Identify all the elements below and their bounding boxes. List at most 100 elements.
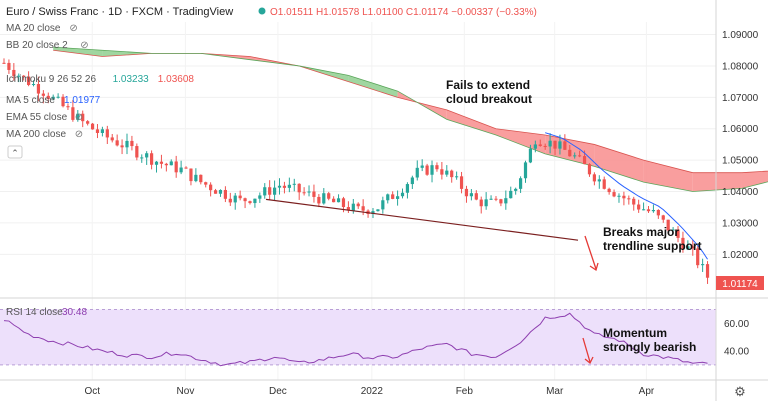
candle-body	[179, 167, 183, 173]
annotation-cloud-2: cloud breakout	[446, 92, 532, 106]
candle-body	[248, 201, 252, 204]
legend-label[interactable]: MA 20 close	[6, 23, 61, 34]
candle-body	[31, 84, 36, 86]
candle-body	[292, 183, 296, 185]
candle-body	[405, 184, 410, 193]
candle-body	[509, 190, 513, 199]
candle-body	[430, 165, 434, 175]
candle-body	[504, 198, 508, 204]
legend-label[interactable]: BB 20 close 2	[6, 40, 68, 51]
candle-body	[553, 140, 557, 149]
candle-body	[76, 113, 80, 120]
candle-body	[282, 185, 287, 188]
candle-body	[154, 161, 159, 165]
candle-body	[464, 188, 469, 197]
rsi-line	[3, 312, 708, 367]
candle-body	[479, 199, 483, 207]
candle-body	[140, 157, 144, 159]
candle-body	[238, 195, 242, 199]
candle-body	[213, 190, 218, 194]
candle-body	[317, 196, 321, 204]
candle-body	[332, 198, 336, 203]
candle-body	[691, 246, 695, 249]
gear-icon[interactable]: ⚙	[734, 384, 746, 399]
candle-body	[415, 167, 419, 178]
candle-body	[258, 195, 262, 199]
legend-label[interactable]: MA 200 close	[6, 129, 66, 140]
candle-body	[656, 209, 660, 216]
candle-body	[612, 192, 616, 197]
candle-body	[671, 229, 675, 231]
candle-body	[71, 107, 75, 120]
candle-body	[277, 185, 282, 188]
candle-body	[573, 155, 577, 157]
candle-body	[120, 145, 124, 148]
ohlc-readout: O1.01511 H1.01578 L1.01100 C1.01174 −0.0…	[270, 7, 537, 18]
candle-body	[381, 200, 385, 210]
candle-body	[105, 129, 109, 138]
candle-body	[627, 198, 631, 200]
candle-body	[272, 187, 277, 195]
cloud-segment	[495, 128, 546, 154]
time-tick-label: Mar	[546, 386, 564, 397]
candle-body	[199, 174, 203, 183]
candle-body	[135, 146, 139, 158]
price-tick-label: 1.03000	[722, 218, 759, 229]
candle-body	[489, 198, 493, 200]
candle-body	[312, 191, 316, 197]
eye-off-icon[interactable]: ⊘	[69, 23, 77, 34]
eye-off-icon[interactable]: ⊘	[80, 40, 88, 51]
candle-body	[26, 76, 31, 85]
candle-body	[548, 140, 552, 147]
candle-body	[597, 179, 601, 182]
arrow-down-icon	[584, 235, 599, 272]
ma5-line	[545, 132, 708, 260]
trendline-segment	[265, 198, 579, 241]
collapse-legend-button[interactable]	[7, 145, 23, 159]
candle-body	[110, 137, 114, 141]
candle-body	[189, 168, 193, 182]
candle-body	[563, 141, 567, 150]
eye-off-icon[interactable]: ⊘	[75, 129, 83, 140]
candle-body	[81, 113, 85, 122]
rsi-panel	[0, 309, 716, 367]
candle-body	[533, 144, 537, 149]
candle-body	[164, 163, 168, 166]
candle-body	[341, 198, 346, 208]
legend-value: 1.01977	[64, 95, 101, 106]
time-tick-label: Nov	[177, 386, 195, 397]
legend-value: 1.03608	[158, 74, 195, 85]
candle-body	[538, 144, 542, 146]
candle-body	[12, 69, 16, 76]
cloud-segment	[741, 171, 768, 189]
rsi-tick-label: 40.00	[724, 347, 749, 358]
candle-body	[371, 211, 375, 215]
rsi-legend-label[interactable]: RSI 14 close	[6, 307, 63, 318]
chevron-up-icon: ⌃	[11, 148, 19, 158]
cloud-segment	[643, 160, 693, 192]
candle-body	[159, 161, 164, 164]
candle-body	[494, 198, 498, 200]
candle-body	[376, 209, 380, 212]
candle-body	[386, 194, 390, 201]
cloud-segment	[446, 109, 496, 136]
candle-body	[2, 62, 6, 64]
candle-body	[455, 176, 459, 178]
candle-body	[361, 206, 365, 211]
candle-body	[346, 207, 350, 211]
legend-label[interactable]: EMA 55 close	[6, 112, 68, 123]
candle-body	[582, 156, 587, 165]
candle-body	[86, 121, 90, 124]
eye-off-icon[interactable]: ⊘	[75, 112, 83, 123]
symbol-title[interactable]: Euro / Swiss Franc · 1D · FXCM · Trading…	[6, 6, 233, 18]
candle-body	[528, 148, 533, 163]
candle-body	[602, 179, 606, 189]
legend-label[interactable]: MA 5 close	[6, 95, 55, 106]
arrow-down-rsi-icon	[582, 337, 594, 365]
time-tick-label: 2022	[361, 386, 384, 397]
legend-label[interactable]: Ichimoku 9 26 52 26	[6, 74, 96, 85]
price-tick-label: 1.04000	[722, 187, 759, 198]
legend-value: 1.03233	[113, 74, 150, 85]
candle-body	[61, 96, 65, 107]
